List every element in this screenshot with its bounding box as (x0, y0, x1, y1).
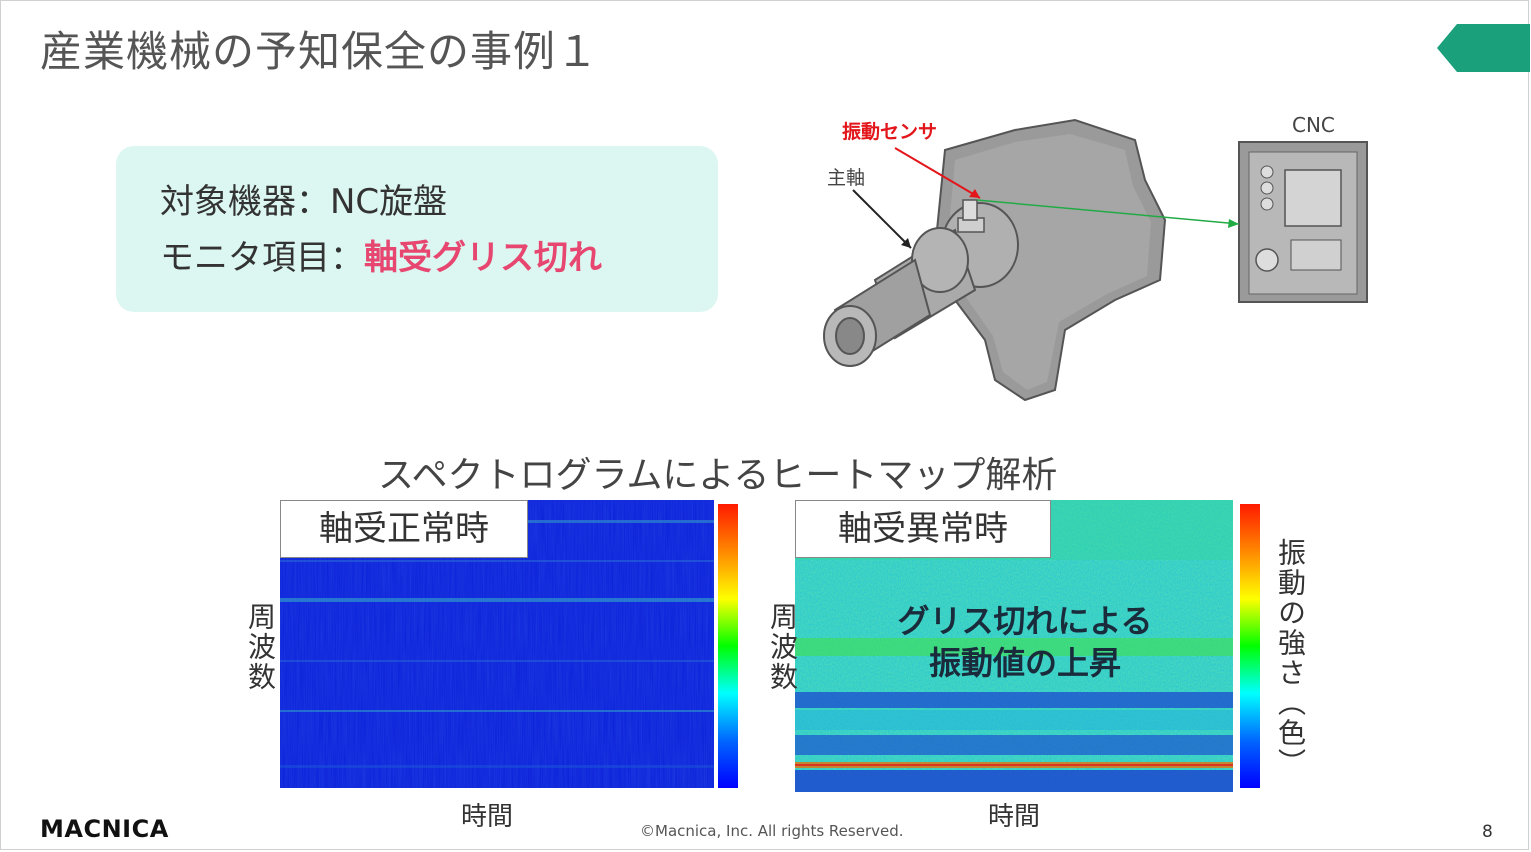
colorbar-label: 振動の強さ（色） (1274, 538, 1307, 778)
monitor-item-line: モニタ項目：軸受グリス切れ (160, 230, 602, 279)
vibration-sensor-label: 振動センサ (842, 121, 938, 143)
corner-tab-decoration (1437, 24, 1530, 72)
normal-label: 軸受正常時 (280, 500, 528, 558)
abnormal-xlabel: 時間 (988, 802, 1041, 832)
abnormal-ylabel: 周波数 (766, 602, 799, 692)
logo-text: MACNICA (40, 815, 169, 842)
monitor-item-label: モニタ項目： (160, 238, 364, 278)
slide-title: 産業機械の予知保全の事例１ (40, 27, 600, 76)
spindle-label: 主軸 (827, 167, 866, 189)
target-machine-text: 対象機器：NC旋盤 (160, 182, 448, 222)
normal-xlabel: 時間 (461, 802, 514, 832)
annotation-line-2: 振動値の上昇 (928, 644, 1121, 682)
annotation-line-1: グリス切れによる (897, 602, 1153, 640)
page-number: 8 (1482, 822, 1493, 842)
monitor-item-value: 軸受グリス切れ (364, 238, 602, 278)
normal-ylabel: 周波数 (244, 602, 277, 692)
analysis-heading: スペクトログラムによるヒートマップ解析 (378, 455, 1058, 496)
abnormal-label: 軸受異常時 (795, 500, 1051, 558)
normal-colorbar (718, 504, 738, 788)
cnc-label: CNC (1292, 113, 1335, 137)
abnormal-annotation: グリス切れによる 振動値の上昇 (880, 600, 1170, 684)
copyright-text: ©Macnica, Inc. All rights Reserved. (640, 822, 904, 840)
info-box: 対象機器：NC旋盤 モニタ項目：軸受グリス切れ (116, 146, 718, 312)
macnica-logo: MACNICA (40, 815, 169, 842)
abnormal-colorbar (1240, 504, 1260, 788)
lathe-illustration (823, 118, 1368, 402)
